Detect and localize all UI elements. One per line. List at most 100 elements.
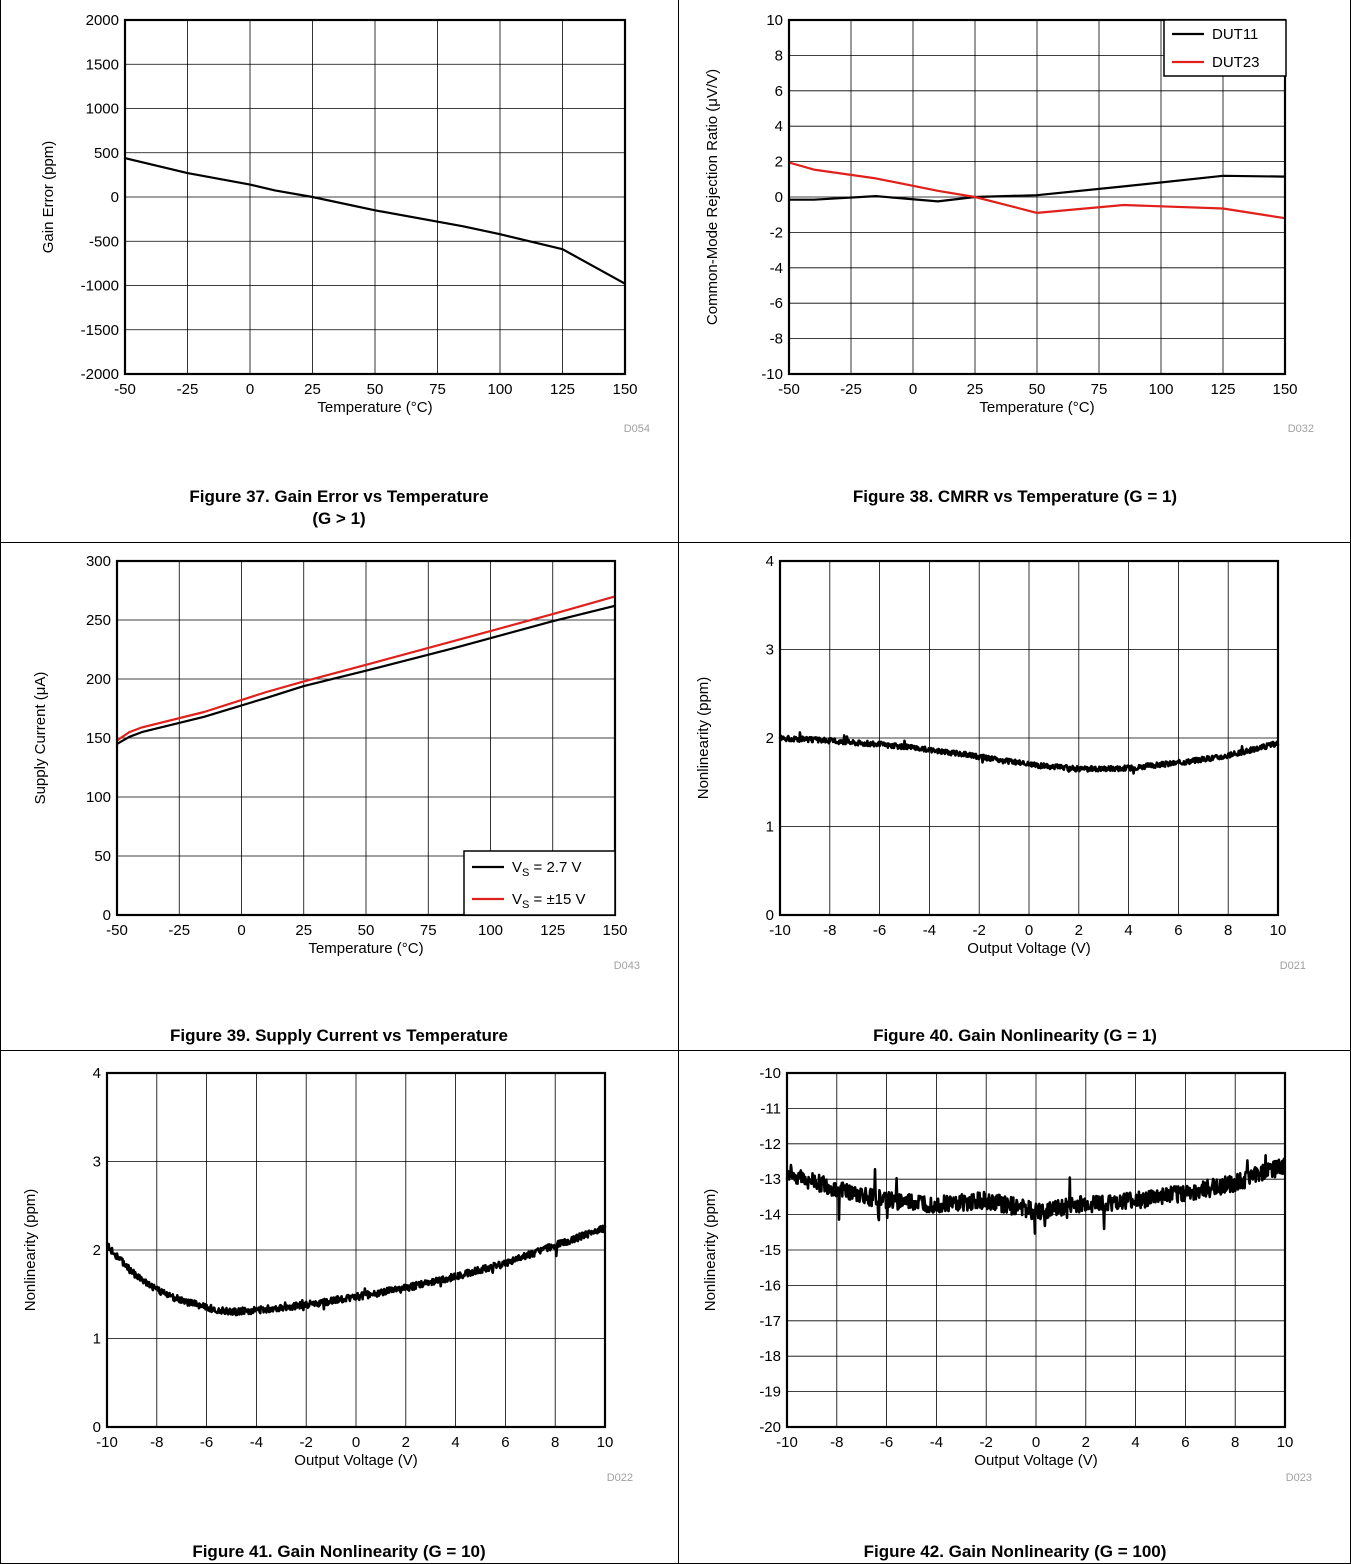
y-tick-label: 0 [93, 1419, 101, 1436]
y-tick-label: 250 [86, 612, 111, 629]
y-axis-label: Gain Error (ppm) [40, 141, 57, 254]
x-tick-label: -4 [923, 922, 936, 939]
figure-caption: Figure 42. Gain Nonlinearity (G = 100) [679, 1541, 1351, 1563]
figure-caption: Figure 38. CMRR vs Temperature (G = 1) [679, 486, 1351, 508]
figure-caption-line1: Figure 37. Gain Error vs Temperature [189, 487, 489, 506]
legend-box [1163, 19, 1287, 77]
x-tick-label: -2 [980, 1434, 993, 1451]
x-tick-label: -25 [168, 922, 190, 939]
x-tick-label: -8 [150, 1434, 163, 1451]
x-tick-label: 8 [1224, 922, 1232, 939]
x-tick-label: 0 [352, 1434, 360, 1451]
y-tick-label: -2000 [81, 366, 119, 383]
y-tick-label: 1 [93, 1331, 101, 1348]
x-tick-label: 0 [1032, 1434, 1040, 1451]
y-tick-label: -1500 [81, 322, 119, 339]
figure-caption-line1: Figure 41. Gain Nonlinearity (G = 10) [192, 1542, 486, 1561]
plot-frame [115, 559, 617, 917]
y-tick-label: 500 [94, 145, 119, 162]
x-tick-label: 125 [1210, 381, 1235, 398]
y-tick-label: 4 [93, 1065, 101, 1082]
x-tick-label: 10 [597, 1434, 614, 1451]
figure-caption-line1: Figure 40. Gain Nonlinearity (G = 1) [873, 1026, 1157, 1045]
x-tick-label: 4 [1131, 1434, 1139, 1451]
y-tick-label: -1000 [81, 278, 119, 295]
x-tick-label: 150 [1272, 381, 1297, 398]
x-tick-label: 2 [1075, 922, 1083, 939]
x-tick-label: 10 [1277, 1434, 1294, 1451]
figure-code: D022 [607, 1472, 633, 1484]
x-tick-label: 150 [602, 922, 627, 939]
x-tick-label: 150 [612, 381, 637, 398]
y-tick-label: -18 [759, 1348, 781, 1365]
figure-code: D021 [1280, 960, 1306, 972]
y-tick-label: 1 [766, 819, 774, 836]
chart-figure-41: -10 -8 -6 -4 -2 0 2 4 6 8 10 0 1 2 3 4 Output Voltage (V… [22, 1065, 633, 1484]
x-axis-label: Temperature (°C) [308, 940, 423, 957]
y-tick-label: 10 [766, 12, 783, 29]
y-axis-label: Supply Current (μA) [32, 672, 49, 805]
y-tick-label: 3 [766, 642, 774, 659]
x-tick-label: 6 [1174, 922, 1182, 939]
plot-frame [785, 1071, 1287, 1429]
figure-panel: -50 -25 0 25 50 75 100 125 150 -10 -8 -6 -4 -2 0 2 4 6 8 10… [679, 0, 1351, 542]
y-tick-label: 1000 [86, 101, 119, 118]
x-tick-label: 25 [304, 381, 321, 398]
y-tick-label: -13 [759, 1171, 781, 1188]
x-tick-label: 2 [402, 1434, 410, 1451]
y-tick-label: -4 [770, 260, 783, 277]
y-tick-label: -10 [759, 1065, 781, 1082]
series-line [778, 731, 1280, 775]
figure-panel: -50 -25 0 25 50 75 100 125 150 0 50 100 150 200 250 300… [0, 543, 678, 1050]
series-line [105, 1224, 607, 1317]
y-tick-label: 300 [86, 553, 111, 570]
x-tick-label: 4 [451, 1434, 459, 1451]
x-tick-label: 0 [909, 381, 917, 398]
x-tick-label: 100 [1148, 381, 1173, 398]
x-tick-label: -50 [114, 381, 136, 398]
y-tick-label: 0 [775, 189, 783, 206]
x-tick-label: 0 [246, 381, 254, 398]
x-tick-label: 8 [551, 1434, 559, 1451]
figure-code: D043 [614, 960, 640, 972]
y-tick-label: 1500 [86, 56, 119, 73]
series-line [116, 604, 616, 745]
x-tick-label: -6 [200, 1434, 213, 1451]
figure-caption-line1: Figure 38. CMRR vs Temperature (G = 1) [852, 487, 1178, 506]
chart-figure-38: -50 -25 0 25 50 75 100 125 150 -10 -8 -6 -4 -2 0 2 4 6 8 10… [704, 12, 1314, 435]
legend-label: VS = 2.7 V [512, 859, 581, 879]
x-tick-label: -50 [778, 381, 800, 398]
y-axis-label: Common-Mode Rejection Ratio (μV/V) [704, 69, 721, 325]
y-tick-label: 2 [775, 154, 783, 171]
figure-panel: -10 -8 -6 -4 -2 0 2 4 6 8 10 -20 -19 -18 -17 -16 -15 -14-… [679, 1051, 1351, 1564]
panel-divider-row1 [0, 542, 1351, 543]
figure-code: D054 [624, 423, 650, 435]
x-tick-label: 100 [478, 922, 503, 939]
panel-divider-row2 [0, 1050, 1351, 1051]
x-axis-label: Temperature (°C) [317, 399, 432, 416]
series-line [116, 595, 616, 742]
x-tick-label: -4 [250, 1434, 263, 1451]
chart-figure-39: -50 -25 0 25 50 75 100 125 150 0 50 100 150 200 250 300… [32, 553, 640, 972]
y-tick-label: -15 [759, 1242, 781, 1259]
x-tick-label: -10 [776, 1434, 798, 1451]
x-axis-label: Output Voltage (V) [967, 940, 1090, 957]
x-tick-label: -6 [880, 1434, 893, 1451]
chart-figure-40: -10 -8 -6 -4 -2 0 2 4 6 8 10 0 1 2 3 4 Output Voltage (V… [695, 553, 1306, 972]
x-axis-label: Output Voltage (V) [294, 1452, 417, 1469]
legend-box [463, 850, 616, 916]
y-tick-label: 3 [93, 1154, 101, 1171]
y-tick-label: -10 [761, 366, 783, 383]
x-tick-label: -2 [973, 922, 986, 939]
x-tick-label: 50 [1029, 381, 1046, 398]
x-tick-label: -8 [830, 1434, 843, 1451]
figure-caption: Figure 40. Gain Nonlinearity (G = 1) [679, 1025, 1351, 1047]
figure-caption: Figure 37. Gain Error vs Temperature (G … [0, 486, 678, 530]
y-tick-label: 2 [93, 1242, 101, 1259]
x-tick-label: 25 [295, 922, 312, 939]
x-tick-label: 0 [237, 922, 245, 939]
figure-caption-line2: (G > 1) [312, 509, 366, 528]
y-tick-label: 6 [775, 83, 783, 100]
y-tick-label: -12 [759, 1136, 781, 1153]
x-tick-label: 4 [1124, 922, 1132, 939]
